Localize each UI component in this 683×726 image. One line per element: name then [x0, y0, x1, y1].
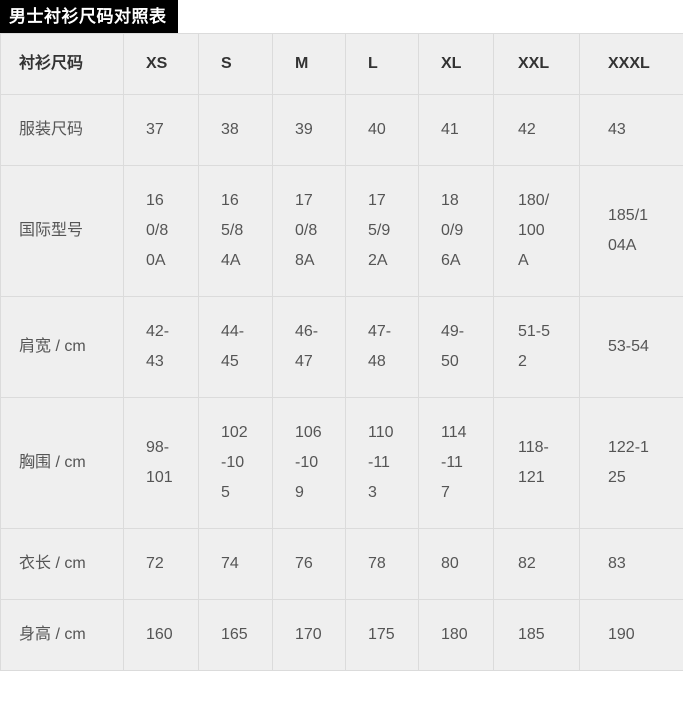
- value-cell: 175: [345, 599, 419, 671]
- value-cell: 46-47: [272, 296, 346, 398]
- value-cell: 51-52: [493, 296, 580, 398]
- row-label-cell: 胸围 / cm: [0, 397, 124, 529]
- value-cell: 39: [272, 94, 346, 166]
- value-cell: 118-121: [493, 397, 580, 529]
- value-cell: 42: [493, 94, 580, 166]
- value-cell: 170/88A: [272, 165, 346, 297]
- header-row: 衬衫尺码 XS S M L XL XXL XXXL: [0, 33, 683, 95]
- value-cell: 185: [493, 599, 580, 671]
- column-header-size: XL: [418, 33, 494, 95]
- value-cell: 114-117: [418, 397, 494, 529]
- value-cell: 80: [418, 528, 494, 600]
- column-header-size: M: [272, 33, 346, 95]
- row-label-cell: 衣长 / cm: [0, 528, 124, 600]
- value-cell: 78: [345, 528, 419, 600]
- page-title: 男士衬衫尺码对照表: [0, 0, 178, 33]
- value-cell: 49-50: [418, 296, 494, 398]
- size-chart-table: 衬衫尺码 XS S M L XL XXL XXXL 服装尺码 37 38 39 40 41 42 43 国际型…: [0, 33, 683, 671]
- value-cell: 83: [579, 528, 683, 600]
- value-cell: 106-109: [272, 397, 346, 529]
- value-cell: 185/104A: [579, 165, 683, 297]
- value-cell: 165: [198, 599, 273, 671]
- value-cell: 180/96A: [418, 165, 494, 297]
- table-row: 身高 / cm 160 165 170 175 180 185 190: [0, 599, 683, 671]
- value-cell: 37: [123, 94, 199, 166]
- table-row: 肩宽 / cm 42-43 44-45 46-47 47-48 49-50 51-52 53-…: [0, 296, 683, 398]
- value-cell: 102-105: [198, 397, 273, 529]
- value-cell: 74: [198, 528, 273, 600]
- value-cell: 40: [345, 94, 419, 166]
- value-cell: 98-101: [123, 397, 199, 529]
- column-header-size: XXXL: [579, 33, 683, 95]
- value-cell: 82: [493, 528, 580, 600]
- value-cell: 47-48: [345, 296, 419, 398]
- value-cell: 110-113: [345, 397, 419, 529]
- value-cell: 44-45: [198, 296, 273, 398]
- value-cell: 180/100A: [493, 165, 580, 297]
- value-cell: 170: [272, 599, 346, 671]
- value-cell: 43: [579, 94, 683, 166]
- value-cell: 53-54: [579, 296, 683, 398]
- value-cell: 122-125: [579, 397, 683, 529]
- row-label-cell: 身高 / cm: [0, 599, 124, 671]
- column-header-size: XS: [123, 33, 199, 95]
- row-label-cell: 服装尺码: [0, 94, 124, 166]
- column-header-size: S: [198, 33, 273, 95]
- value-cell: 72: [123, 528, 199, 600]
- column-header-size: XXL: [493, 33, 580, 95]
- column-header-row-label: 衬衫尺码: [0, 33, 124, 95]
- value-cell: 42-43: [123, 296, 199, 398]
- value-cell: 160/80A: [123, 165, 199, 297]
- value-cell: 165/84A: [198, 165, 273, 297]
- column-header-size: L: [345, 33, 419, 95]
- value-cell: 41: [418, 94, 494, 166]
- table-row: 国际型号 160/80A 165/84A 170/88A 175/92A 180/96A 1…: [0, 165, 683, 297]
- table-row: 服装尺码 37 38 39 40 41 42 43: [0, 94, 683, 166]
- value-cell: 38: [198, 94, 273, 166]
- value-cell: 160: [123, 599, 199, 671]
- value-cell: 175/92A: [345, 165, 419, 297]
- table-row: 衣长 / cm 72 74 76 78 80 82 83: [0, 528, 683, 600]
- value-cell: 76: [272, 528, 346, 600]
- value-cell: 190: [579, 599, 683, 671]
- table-row: 胸围 / cm 98-101 102-105 106-109 110-113 114-11…: [0, 397, 683, 529]
- value-cell: 180: [418, 599, 494, 671]
- row-label-cell: 肩宽 / cm: [0, 296, 124, 398]
- row-label-cell: 国际型号: [0, 165, 124, 297]
